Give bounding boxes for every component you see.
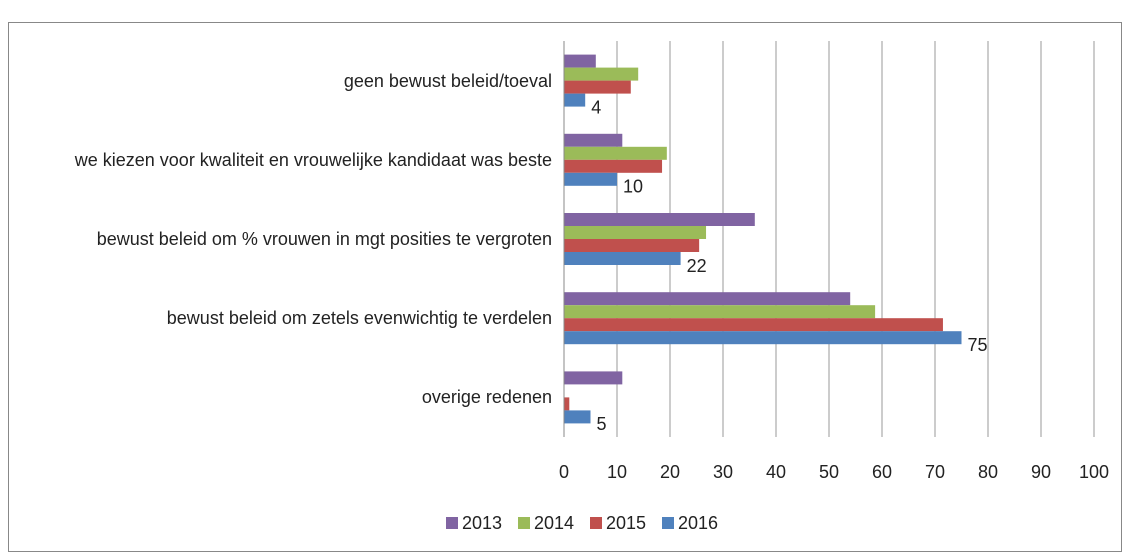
legend-label: 2013 <box>462 513 502 533</box>
legend-label: 2016 <box>678 513 718 533</box>
bar <box>564 410 591 424</box>
bar <box>564 331 962 345</box>
x-tick-label: 60 <box>872 462 892 482</box>
bar <box>564 213 755 226</box>
legend-swatch <box>518 517 530 529</box>
x-tick-label: 40 <box>766 462 786 482</box>
data-label: 75 <box>968 335 988 355</box>
data-label: 10 <box>623 177 643 197</box>
legend-swatch <box>662 517 674 529</box>
data-label: 5 <box>597 414 607 434</box>
bar <box>564 133 623 147</box>
bar <box>564 371 623 385</box>
bar <box>564 67 639 81</box>
data-label: 22 <box>687 256 707 276</box>
category-label: geen bewust beleid/toeval <box>343 70 552 91</box>
bar <box>564 146 667 160</box>
data-label: 4 <box>591 97 601 117</box>
x-tick-label: 20 <box>660 462 680 482</box>
category-label: we kiezen voor kwaliteit en vrouwelijke … <box>74 149 552 170</box>
category-label: overige redenen <box>421 387 552 408</box>
bar <box>564 252 681 265</box>
x-tick-label: 0 <box>559 462 569 482</box>
x-tick-label: 10 <box>607 462 627 482</box>
bar <box>564 305 876 319</box>
x-tick-label: 30 <box>713 462 733 482</box>
bar <box>564 54 596 68</box>
bar <box>564 159 663 173</box>
bar <box>564 93 586 107</box>
x-tick-label: 80 <box>978 462 998 482</box>
x-tick-label: 100 <box>1079 462 1109 482</box>
x-tick-label: 50 <box>819 462 839 482</box>
bar <box>564 80 631 94</box>
bar <box>564 226 707 239</box>
x-tick-label: 90 <box>1031 462 1051 482</box>
bar <box>564 172 617 186</box>
legend-swatch <box>446 517 458 529</box>
legend-label: 2015 <box>606 513 646 533</box>
category-label: bewust beleid om % vrouwen in mgt positi… <box>96 229 552 249</box>
legend-label: 2014 <box>534 513 574 533</box>
bar <box>564 397 570 411</box>
chart-border <box>8 22 1122 552</box>
bar <box>564 239 700 252</box>
bar <box>564 318 943 332</box>
legend-swatch <box>590 517 602 529</box>
category-label: bewust beleid om zetels evenwichtig te v… <box>166 308 552 329</box>
bar <box>564 292 851 306</box>
x-tick-label: 70 <box>925 462 945 482</box>
